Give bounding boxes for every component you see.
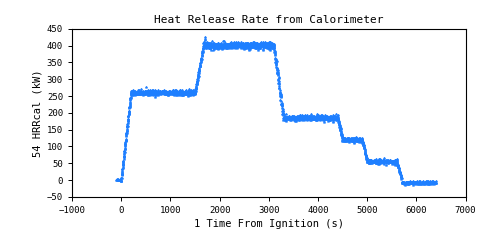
X-axis label: 1 Time From Ignition (s): 1 Time From Ignition (s) (194, 219, 344, 229)
Y-axis label: 54 HRRcal (kW): 54 HRRcal (kW) (33, 69, 43, 156)
Title: Heat Release Rate from Calorimeter: Heat Release Rate from Calorimeter (154, 15, 384, 25)
